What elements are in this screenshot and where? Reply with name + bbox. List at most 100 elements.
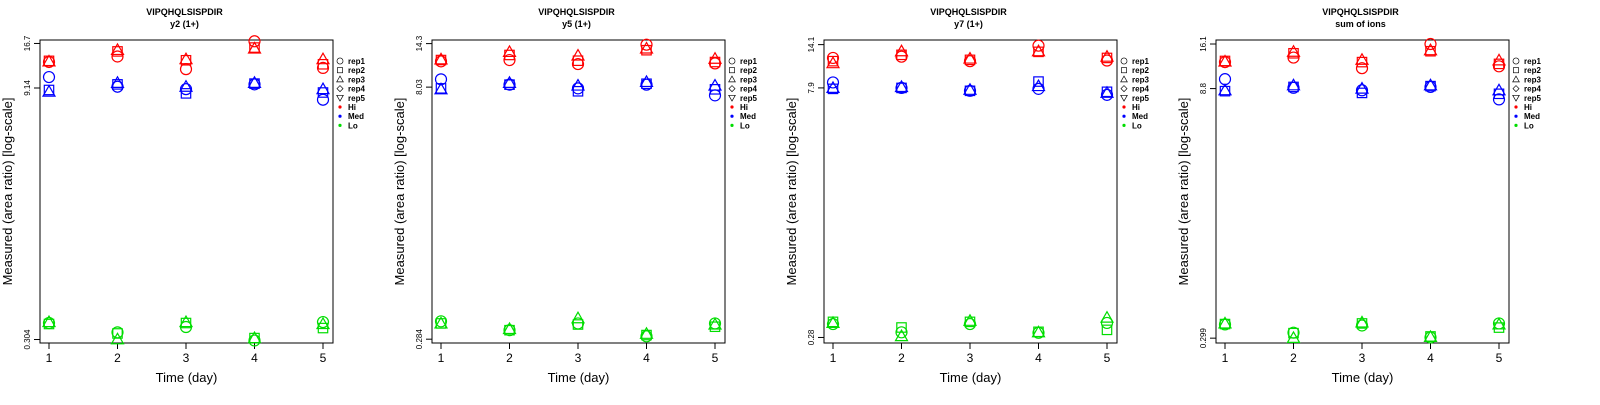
x-axis-label: Time (day) (940, 370, 1002, 385)
legend-color-dot (730, 114, 734, 118)
x-tick-label: 3 (183, 351, 190, 365)
legend-marker (1512, 94, 1520, 102)
data-point (825, 80, 841, 94)
data-point (707, 51, 723, 64)
chart-title: VIPQHQLSISPDIR (538, 7, 615, 17)
legend-symbol (1120, 75, 1128, 83)
data-point (1287, 51, 1300, 64)
x-tick-label: 3 (575, 351, 582, 365)
data-point (315, 316, 331, 330)
y-tick-label: 8.03 (415, 79, 424, 95)
data-point (247, 41, 262, 54)
chart-panel: VIPQHQLSISPDIR y2 (1+) 1 2 3 4 5 0.304 9.14 16.7 T… (0, 7, 365, 385)
data-point (1031, 78, 1046, 92)
chart-subtitle: sum of ions (1335, 19, 1386, 29)
y-tick-label: 14.3 (415, 35, 424, 51)
x-tick-label: 2 (114, 351, 121, 365)
data-point (1355, 319, 1369, 332)
data-point (895, 50, 908, 63)
data-point (570, 78, 586, 91)
legend-marker (1120, 57, 1128, 65)
data-point (707, 317, 723, 330)
data-point (248, 35, 261, 48)
data-point (110, 75, 125, 88)
data-point (825, 55, 841, 69)
x-tick-label: 4 (643, 351, 650, 365)
data-point (639, 41, 654, 54)
legend-symbol (1120, 94, 1128, 102)
legend-label: Med (1524, 112, 1540, 121)
legend-label: rep5 (740, 94, 757, 103)
x-axis-label: Time (day) (1332, 370, 1394, 385)
data-point (640, 38, 653, 51)
data-point (1031, 44, 1046, 57)
data-point (178, 79, 194, 92)
legend-label: rep3 (1132, 75, 1149, 84)
legend-symbol (1513, 67, 1519, 74)
legend-marker (1120, 85, 1128, 93)
data-point (708, 89, 722, 102)
legend-label: Lo (1132, 121, 1142, 130)
data-point (316, 61, 330, 74)
legend-marker (728, 94, 736, 102)
legend-marker (729, 67, 735, 74)
x-tick-label: 1 (830, 351, 837, 365)
y-tick-label: 0.28 (807, 329, 816, 345)
data-point (112, 328, 123, 339)
legend-label: rep2 (348, 66, 365, 75)
chart-subtitle: y5 (1+) (562, 19, 591, 29)
legend-label: rep4 (1524, 85, 1541, 94)
legend-symbol (336, 85, 344, 93)
y-tick-label: 0.299 (1199, 328, 1208, 349)
data-point (433, 316, 449, 329)
data-point (502, 44, 517, 58)
data-point (571, 82, 585, 95)
legend-label: rep5 (1524, 94, 1541, 103)
data-point (572, 319, 584, 330)
x-tick-label: 5 (320, 351, 327, 365)
data-point (1354, 81, 1370, 94)
legend-symbol (1120, 57, 1128, 65)
data-point (709, 84, 721, 95)
legend-label: rep2 (1132, 66, 1149, 75)
y-tick-label: 9.14 (23, 80, 32, 96)
data-point (1286, 44, 1301, 57)
legend-color-dot (1122, 105, 1126, 109)
data-point (1425, 45, 1436, 57)
data-point (249, 78, 260, 89)
y-tick-label: 16.7 (23, 35, 32, 51)
legend-marker (336, 94, 344, 102)
y-tick-label: 0.284 (415, 329, 424, 350)
data-points (825, 39, 1115, 342)
y-axis-label: Measured (area ratio) [log-scale] (0, 98, 15, 286)
chart-title: VIPQHQLSISPDIR (1322, 7, 1399, 17)
x-tick-label: 4 (1035, 351, 1042, 365)
x-tick-label: 5 (1104, 351, 1111, 365)
data-point (963, 84, 977, 97)
data-point (1032, 82, 1045, 95)
data-point (433, 52, 449, 65)
data-point (180, 88, 192, 99)
legend-label: Hi (740, 103, 748, 112)
legend-color-dot (338, 123, 342, 127)
legend-color-dot (730, 123, 734, 127)
legend-label: Med (1132, 112, 1148, 121)
legend-label: Hi (1132, 103, 1140, 112)
legend-label: Lo (348, 121, 358, 130)
data-point (1032, 39, 1045, 52)
legend-color-dot (1122, 123, 1126, 127)
legend-symbol (728, 94, 736, 102)
legend-label: rep3 (348, 75, 365, 84)
data-point (503, 324, 516, 337)
data-point (41, 314, 57, 328)
data-point (826, 51, 840, 65)
x-tick-label: 5 (1496, 351, 1503, 365)
data-point (41, 84, 57, 97)
data-point (1217, 83, 1233, 96)
data-points (41, 35, 331, 347)
data-point (503, 53, 516, 67)
legend-label: rep5 (348, 94, 365, 103)
legend-label: Hi (1524, 103, 1532, 112)
data-point (895, 326, 908, 339)
